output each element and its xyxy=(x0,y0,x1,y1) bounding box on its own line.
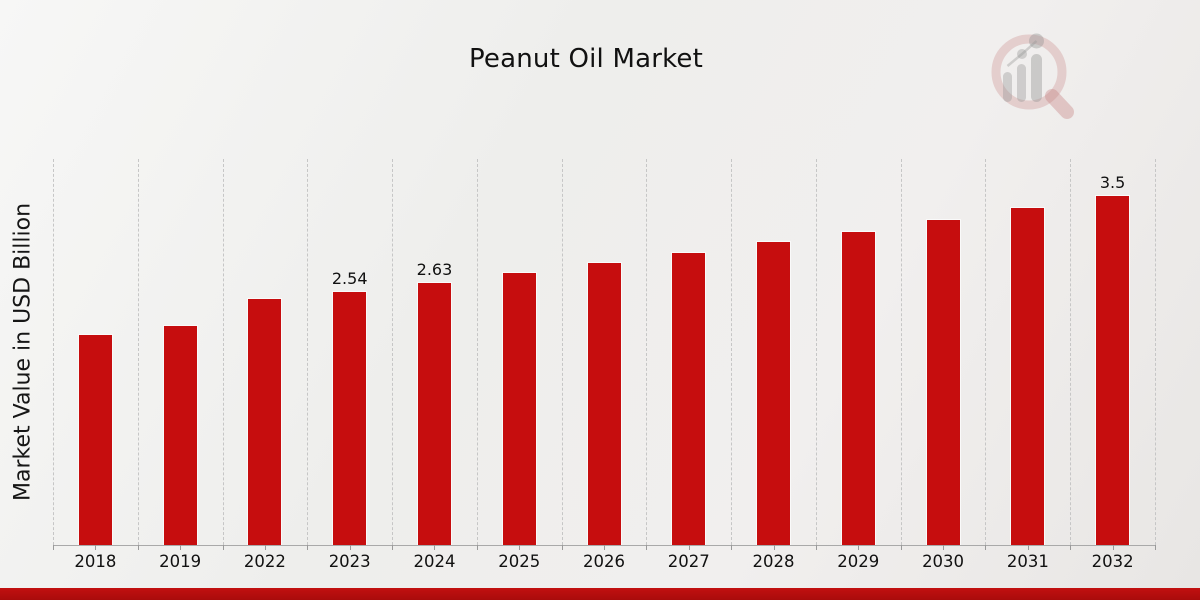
vertical-gridline xyxy=(477,159,478,545)
x-tick-label-2030: 2030 xyxy=(922,552,965,571)
x-axis-tick xyxy=(223,545,224,550)
vertical-gridline xyxy=(985,159,986,545)
vertical-gridline xyxy=(1155,159,1156,545)
vertical-gridline xyxy=(392,159,393,545)
vertical-gridline xyxy=(731,159,732,545)
x-tick-label-2025: 2025 xyxy=(498,552,541,571)
bar-2031 xyxy=(1010,207,1046,545)
x-tick-label-2029: 2029 xyxy=(837,552,880,571)
x-tick-label-2023: 2023 xyxy=(328,552,371,571)
x-axis-tick xyxy=(689,545,690,550)
bar-2026 xyxy=(586,262,622,545)
bar-2025 xyxy=(501,272,537,545)
x-tick-label-2022: 2022 xyxy=(243,552,286,571)
vertical-gridline xyxy=(53,159,54,545)
x-tick-label-2018: 2018 xyxy=(74,552,117,571)
x-axis-tick xyxy=(1155,545,1156,550)
x-axis-tick xyxy=(434,545,435,550)
x-axis-tick xyxy=(307,545,308,550)
bar-2022 xyxy=(247,298,283,545)
bar-2028 xyxy=(756,241,792,545)
chart-title: Peanut Oil Market xyxy=(468,44,704,74)
bar-2024 xyxy=(416,282,452,545)
vertical-gridline xyxy=(223,159,224,545)
x-axis-tick xyxy=(350,545,351,550)
vertical-gridline xyxy=(646,159,647,545)
x-axis-tick xyxy=(519,545,520,550)
x-tick-label-2028: 2028 xyxy=(752,552,795,571)
x-tick-label-2024: 2024 xyxy=(413,552,456,571)
bar-2032 xyxy=(1095,195,1131,545)
bar-2029 xyxy=(840,231,876,545)
x-tick-label-2019: 2019 xyxy=(159,552,202,571)
y-axis-label: Market Value in USD Billion xyxy=(10,202,36,502)
vertical-gridline xyxy=(562,159,563,545)
data-label-2023: 2.54 xyxy=(331,269,368,288)
x-axis-tick xyxy=(392,545,393,550)
vertical-gridline xyxy=(816,159,817,545)
x-tick-label-2027: 2027 xyxy=(667,552,710,571)
x-axis-tick xyxy=(646,545,647,550)
x-axis-tick xyxy=(1070,545,1071,550)
x-axis-tick xyxy=(1113,545,1114,550)
x-axis-tick xyxy=(858,545,859,550)
x-axis-tick xyxy=(943,545,944,550)
bar-2030 xyxy=(925,219,961,545)
x-axis-tick xyxy=(604,545,605,550)
x-axis-tick xyxy=(180,545,181,550)
x-axis-tick xyxy=(562,545,563,550)
vertical-gridline xyxy=(138,159,139,545)
x-axis-tick xyxy=(1028,545,1029,550)
x-axis-tick xyxy=(95,545,96,550)
magnifier-barchart-watermark-icon xyxy=(991,33,1074,119)
vertical-gridline xyxy=(901,159,902,545)
x-axis-tick xyxy=(265,545,266,550)
x-axis-tick xyxy=(985,545,986,550)
x-tick-label-2031: 2031 xyxy=(1006,552,1049,571)
x-axis-tick xyxy=(53,545,54,550)
bar-2023 xyxy=(332,291,368,545)
x-tick-label-2032: 2032 xyxy=(1091,552,1134,571)
bar-2019 xyxy=(162,325,198,545)
x-axis-tick xyxy=(138,545,139,550)
x-axis-tick xyxy=(477,545,478,550)
bar-2018 xyxy=(77,334,113,545)
x-axis-tick xyxy=(816,545,817,550)
bar-2027 xyxy=(671,252,707,545)
x-axis-tick xyxy=(774,545,775,550)
x-axis-tick xyxy=(901,545,902,550)
vertical-gridline xyxy=(1070,159,1071,545)
data-label-2024: 2.63 xyxy=(416,260,453,279)
plot-area: 2018 2019 2022 2023 2.54 2024 2.63 2025 2026 2027… xyxy=(53,159,1156,571)
vertical-gridline xyxy=(307,159,308,545)
x-axis-tick xyxy=(731,545,732,550)
data-label-2032: 3.5 xyxy=(1099,173,1126,192)
x-tick-label-2026: 2026 xyxy=(583,552,625,571)
footer-accent-bar xyxy=(0,588,1200,600)
